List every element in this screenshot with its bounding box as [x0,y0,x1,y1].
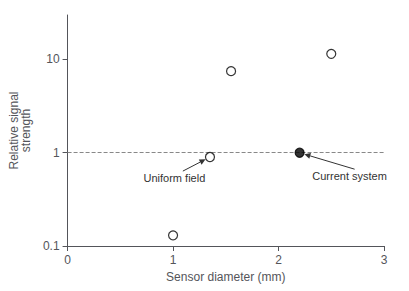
svg-text:3: 3 [381,253,388,267]
svg-text:1: 1 [53,146,60,160]
svg-text:Relative signal: Relative signal [7,91,21,170]
svg-text:0: 0 [64,253,71,267]
svg-text:strength: strength [19,109,33,152]
svg-text:Sensor diameter (mm): Sensor diameter (mm) [166,270,285,284]
svg-text:Uniform field: Uniform field [144,172,206,184]
svg-text:0.1: 0.1 [43,239,60,253]
svg-text:10: 10 [46,52,60,66]
svg-text:2: 2 [275,253,282,267]
svg-text:1: 1 [170,253,177,267]
svg-text:Current system: Current system [312,170,387,182]
